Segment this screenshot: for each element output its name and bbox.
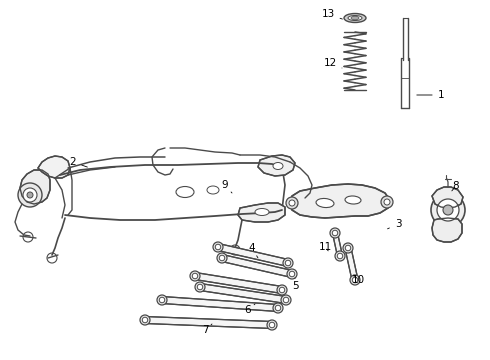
Text: 4: 4: [249, 243, 258, 258]
Ellipse shape: [273, 162, 283, 170]
Circle shape: [190, 271, 200, 281]
Circle shape: [289, 271, 295, 277]
Circle shape: [381, 196, 393, 208]
Circle shape: [277, 285, 287, 295]
Circle shape: [27, 192, 33, 198]
Text: 9: 9: [221, 180, 232, 193]
Text: 2: 2: [70, 157, 87, 167]
Text: 8: 8: [452, 181, 459, 191]
Circle shape: [285, 260, 291, 266]
Polygon shape: [38, 156, 70, 178]
Circle shape: [279, 287, 285, 293]
Circle shape: [159, 297, 165, 303]
Text: 1: 1: [417, 90, 444, 100]
Circle shape: [335, 251, 345, 261]
Ellipse shape: [207, 186, 219, 194]
Circle shape: [289, 200, 295, 206]
Polygon shape: [162, 297, 278, 311]
Circle shape: [217, 253, 227, 263]
Circle shape: [330, 228, 340, 238]
Polygon shape: [238, 203, 285, 222]
Circle shape: [275, 305, 281, 311]
Circle shape: [281, 295, 291, 305]
Circle shape: [343, 243, 353, 253]
Ellipse shape: [345, 196, 361, 204]
Circle shape: [443, 205, 453, 215]
Ellipse shape: [255, 208, 269, 216]
Polygon shape: [145, 316, 272, 328]
Circle shape: [350, 275, 360, 285]
Circle shape: [215, 244, 221, 250]
Text: 13: 13: [321, 9, 343, 19]
Circle shape: [287, 269, 297, 279]
Ellipse shape: [351, 16, 359, 20]
Ellipse shape: [348, 15, 362, 21]
Circle shape: [283, 258, 293, 268]
Circle shape: [384, 199, 390, 205]
Circle shape: [437, 199, 459, 221]
Polygon shape: [258, 155, 295, 176]
Ellipse shape: [176, 186, 194, 198]
Polygon shape: [217, 244, 289, 266]
Text: 11: 11: [318, 242, 332, 252]
Polygon shape: [432, 187, 463, 208]
Text: 12: 12: [323, 58, 342, 68]
Circle shape: [286, 197, 298, 209]
Circle shape: [192, 273, 198, 279]
Circle shape: [213, 242, 223, 252]
Polygon shape: [195, 273, 283, 293]
Circle shape: [352, 277, 358, 283]
Circle shape: [345, 245, 351, 251]
Text: 5: 5: [292, 278, 298, 291]
Circle shape: [332, 230, 338, 236]
Ellipse shape: [344, 13, 366, 22]
Polygon shape: [290, 184, 390, 218]
Circle shape: [269, 322, 275, 328]
Circle shape: [23, 188, 37, 202]
Polygon shape: [345, 247, 358, 281]
Polygon shape: [20, 170, 50, 204]
Text: 3: 3: [388, 219, 401, 229]
Circle shape: [431, 193, 465, 227]
Text: 10: 10: [351, 275, 365, 285]
Circle shape: [337, 253, 343, 259]
Polygon shape: [221, 255, 293, 278]
Circle shape: [219, 255, 225, 261]
Circle shape: [273, 303, 283, 313]
Circle shape: [267, 320, 277, 330]
Circle shape: [195, 282, 205, 292]
Circle shape: [197, 284, 203, 290]
Circle shape: [140, 315, 150, 325]
Text: 7: 7: [202, 324, 212, 335]
Polygon shape: [199, 284, 287, 303]
Circle shape: [18, 183, 42, 207]
Ellipse shape: [316, 198, 334, 208]
Text: 6: 6: [245, 304, 255, 315]
Circle shape: [142, 317, 148, 323]
Polygon shape: [333, 233, 343, 257]
Polygon shape: [432, 218, 462, 242]
Circle shape: [157, 295, 167, 305]
Circle shape: [283, 297, 289, 303]
